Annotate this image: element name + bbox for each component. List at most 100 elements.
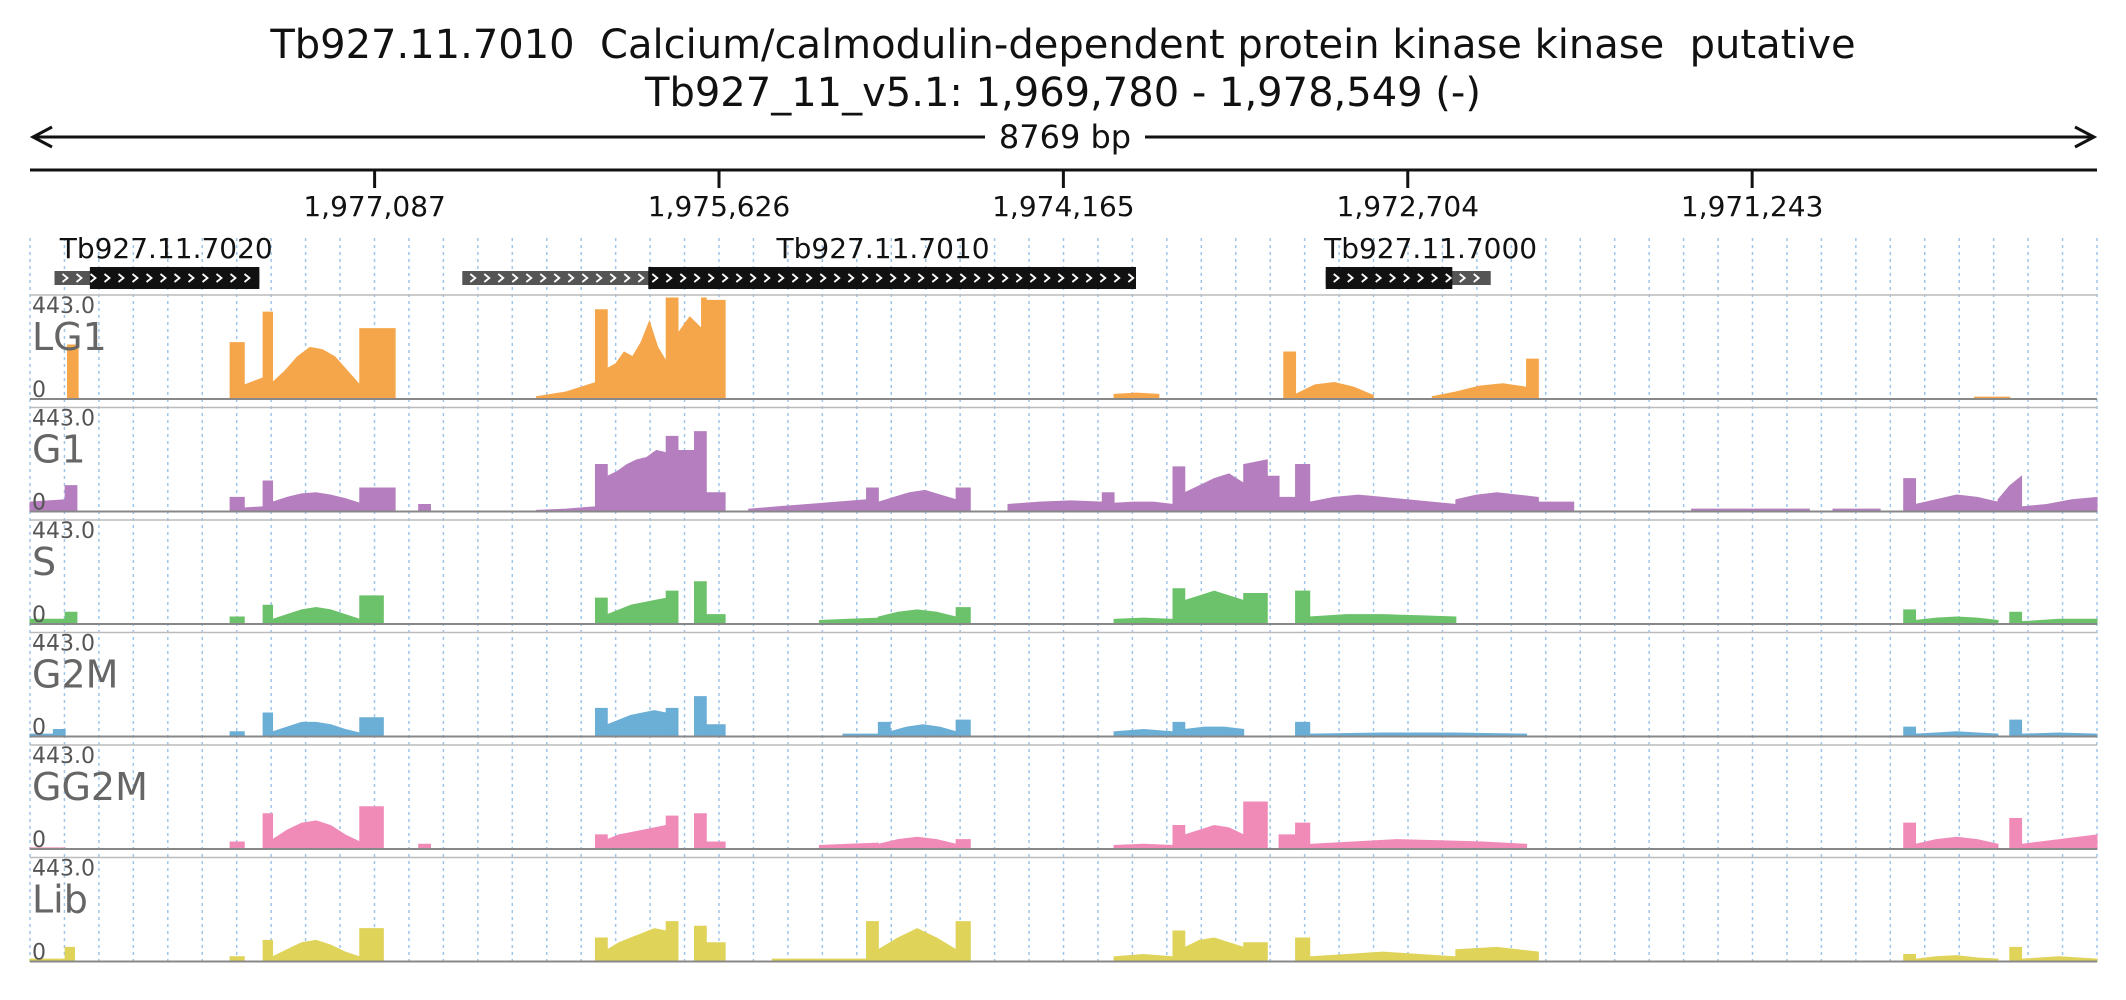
coverage-block <box>748 499 868 512</box>
coverage-block <box>1295 382 1374 400</box>
strand-chevron-icon <box>847 273 855 283</box>
strand-chevron-icon <box>145 273 153 283</box>
coverage-block <box>418 503 431 512</box>
coverage-block <box>877 489 957 512</box>
coverage-block <box>272 492 361 512</box>
strand-chevron-icon <box>173 273 181 283</box>
strand-chevron-icon <box>763 273 771 283</box>
gene-label: Tb927.11.7010 <box>776 232 990 265</box>
coverage-block <box>705 724 726 737</box>
coverage-block <box>1455 946 1539 962</box>
y-max-label: 443.0 <box>32 407 95 432</box>
coverage-block <box>1309 839 1528 850</box>
gene-Tb927.11.7020[interactable]: Tb927.11.7020 <box>54 232 273 289</box>
strand-chevron-icon <box>1473 273 1481 283</box>
coverage-block <box>1537 501 1575 512</box>
coverage-block <box>1914 616 1999 625</box>
coverage-block <box>1903 726 1916 737</box>
coverage-block <box>955 839 971 850</box>
coverage-block <box>1184 937 1245 962</box>
coverage-block <box>536 381 596 400</box>
y-min-label: 0 <box>32 941 46 966</box>
coverage-block <box>1184 825 1245 850</box>
strand-chevron-icon <box>917 273 925 283</box>
coverage-block <box>705 492 726 512</box>
strand-chevron-icon <box>567 273 575 283</box>
strand-chevron-icon <box>1375 273 1383 283</box>
coverage-block <box>1914 836 1999 850</box>
strand-chevron-icon <box>1127 273 1135 283</box>
coverage-block <box>665 590 679 625</box>
coverage-block <box>1903 953 1916 962</box>
strand-chevron-icon <box>1347 273 1355 283</box>
coverage-block <box>606 449 667 512</box>
coverage-block <box>272 820 361 850</box>
strand-chevron-icon <box>931 273 939 283</box>
coverage-block <box>262 939 274 962</box>
strand-chevron-icon <box>721 273 729 283</box>
coverage-block <box>64 485 78 512</box>
strand-chevron-icon <box>1001 273 1009 283</box>
track-name-label: LG1 <box>32 315 107 359</box>
coverage-block <box>1455 492 1539 512</box>
strand-chevron-icon <box>987 273 995 283</box>
coverage-block <box>866 921 879 962</box>
coverage-block <box>1278 834 1297 850</box>
coverage-block <box>693 581 707 625</box>
gene-cds <box>89 267 260 289</box>
coverage-block <box>877 836 957 850</box>
coordinate-ruler: 1,977,087 1,975,626 1,974,165 1,972,704 1,97… <box>30 168 2097 223</box>
coverage-block <box>2009 719 2023 737</box>
strand-chevron-icon <box>1057 273 1065 283</box>
strand-chevron-icon <box>483 273 491 283</box>
coverage-block <box>64 611 78 625</box>
coverage-block <box>262 311 274 400</box>
coverage-block <box>1172 466 1186 512</box>
strand-chevron-icon <box>1333 273 1341 283</box>
strand-chevron-icon <box>581 273 589 283</box>
strand-chevron-icon <box>1015 273 1023 283</box>
coverage-block <box>1295 464 1311 512</box>
strand-chevron-icon <box>819 273 827 283</box>
strand-chevron-icon <box>61 273 69 283</box>
gene-label: Tb927.11.7020 <box>59 232 273 265</box>
y-max-label: 443.0 <box>32 857 95 882</box>
gene-Tb927.11.7010[interactable]: Tb927.11.7010 <box>462 232 1136 289</box>
track-name-label: G1 <box>32 428 86 472</box>
gene-track: Tb927.11.7020 Tb927.11.7010 Tb927.11.7000 <box>54 232 1537 289</box>
y-min-label: 0 <box>32 491 46 516</box>
gene-label: Tb927.11.7000 <box>1323 232 1537 265</box>
strand-chevron-icon <box>959 273 967 283</box>
coverage-block <box>1113 728 1174 737</box>
coverage-block <box>359 928 384 962</box>
span-length-label: 8769 bp <box>999 118 1131 156</box>
coverage-block <box>229 841 245 850</box>
coverage-block <box>1283 351 1297 400</box>
arrow-right-icon <box>2074 125 2098 149</box>
coverage-block <box>955 719 971 737</box>
coverage-block <box>1526 358 1539 400</box>
coverage-tracks: 443.0LG10443.0G10443.0S0443.0G2M0443.0GG… <box>29 294 2098 966</box>
y-min-label: 0 <box>32 716 46 741</box>
coverage-block <box>606 320 667 400</box>
strand-chevron-icon <box>1431 273 1439 283</box>
coverage-block <box>359 595 384 625</box>
coverage-block <box>1903 609 1916 625</box>
coverage-block <box>877 928 957 962</box>
strand-chevron-icon <box>651 273 659 283</box>
strand-chevron-icon <box>707 273 715 283</box>
tick-label: 1,972,704 <box>1337 190 1480 223</box>
gene-Tb927.11.7000[interactable]: Tb927.11.7000 <box>1323 232 1537 289</box>
strand-chevron-icon <box>1029 273 1037 283</box>
strand-chevron-icon <box>805 273 813 283</box>
coverage-block <box>262 813 274 850</box>
coverage-block <box>877 721 891 737</box>
strand-chevron-icon <box>777 273 785 283</box>
coverage-block <box>594 309 608 400</box>
coverage-block <box>1172 588 1186 625</box>
strand-chevron-icon <box>159 273 167 283</box>
